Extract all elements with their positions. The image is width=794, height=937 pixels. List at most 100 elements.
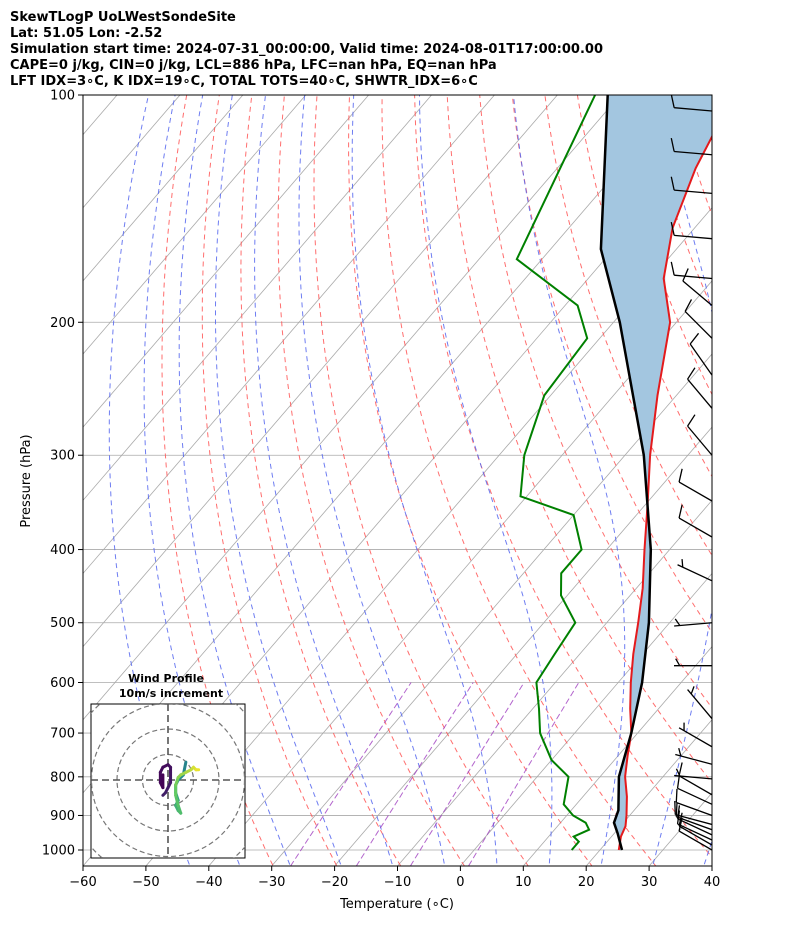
mixing-ratio-line	[467, 682, 580, 866]
y-tick-label: 700	[50, 727, 75, 742]
moist-adiabat	[419, 95, 553, 866]
barb-feather	[670, 95, 675, 108]
wind-barb	[687, 686, 712, 720]
dry-adiabat	[313, 95, 529, 866]
hodograph-ring	[91, 704, 245, 858]
y-tick-label: 1000	[42, 844, 75, 859]
mixing-ratio-line	[355, 682, 474, 866]
moist-adiabat	[351, 95, 498, 866]
index-text: LFT IDX=3∘C, K IDX=19∘C, TOTAL TOTS=40∘C…	[10, 74, 478, 89]
dry-adiabat	[348, 95, 593, 866]
y-tick-label: 800	[50, 770, 75, 785]
barb-shaft	[674, 622, 712, 627]
isotherm-line	[83, 95, 558, 648]
barb-feather	[670, 261, 675, 276]
isotherm-line	[83, 95, 433, 501]
barb-feather	[689, 332, 700, 345]
barb-feather	[687, 414, 696, 427]
barb-shaft	[677, 564, 712, 582]
barb-feather	[678, 747, 682, 757]
x-tick-label: −40	[195, 875, 222, 890]
wind-barb	[670, 221, 712, 240]
moist-adiabat	[215, 95, 342, 866]
barb-feather	[678, 817, 683, 832]
barb-feather	[681, 559, 684, 568]
barb-feather	[670, 221, 675, 236]
barb-shaft	[678, 727, 712, 748]
wind-barbs	[670, 95, 712, 851]
dry-adiabat	[576, 95, 712, 478]
isotherm-line	[585, 719, 712, 866]
dry-adiabat	[767, 78, 794, 881]
barb-feather	[684, 299, 693, 312]
barb-shaft	[687, 689, 712, 720]
chart-header: SkewTLogP UoLWestSondeSite Lat: 51.05 Lo…	[10, 10, 603, 89]
barb-feather	[676, 774, 681, 789]
moist-adiabat	[178, 95, 291, 866]
wind-barb	[678, 722, 712, 748]
barb-shaft	[682, 280, 712, 306]
dry-adiabat	[381, 95, 657, 866]
barb-shaft	[677, 787, 712, 805]
inset-subtitle: 10m/s increment	[119, 687, 223, 700]
inset-plot	[91, 704, 245, 858]
temperature-line	[617, 134, 712, 851]
wind-barb	[674, 768, 712, 780]
barb-feather	[675, 658, 681, 667]
wind-barb	[675, 788, 712, 817]
isotherm-line	[83, 95, 370, 428]
barb-shaft	[674, 234, 712, 240]
wind-barb	[674, 800, 712, 826]
barb-feather	[674, 618, 681, 626]
barb-feather	[678, 504, 683, 519]
isotherm-line	[145, 207, 712, 866]
y-tick-label: 900	[50, 809, 75, 824]
barb-shaft	[674, 274, 712, 280]
barb-shaft	[674, 107, 712, 112]
barb-shaft	[675, 753, 712, 765]
barb-feather	[676, 805, 681, 819]
moist-adiabat	[703, 839, 712, 866]
y-tick-label: 600	[50, 676, 75, 691]
dewpoint-line	[515, 95, 597, 851]
moist-adiabat	[298, 95, 446, 866]
wind-barb	[677, 559, 712, 582]
wind-barb	[674, 658, 712, 667]
barb-feather	[690, 686, 695, 695]
isotherm-line	[83, 95, 621, 721]
barb-feather	[687, 367, 696, 380]
barb-shaft	[674, 774, 712, 780]
x-tick-label: −60	[69, 875, 96, 890]
barb-shaft	[678, 775, 712, 796]
dry-adiabat	[201, 95, 338, 866]
moist-adiabat	[749, 95, 794, 881]
wind-barb	[684, 299, 712, 339]
hodograph-trace-upper	[161, 791, 167, 797]
barb-feather	[678, 812, 683, 827]
mixing-ratio-line	[290, 682, 412, 866]
y-tick-label: 100	[50, 89, 75, 104]
barb-feather	[678, 762, 683, 776]
y-tick-label: 200	[50, 316, 75, 331]
wind-barb	[687, 414, 712, 456]
isotherm-line	[83, 95, 307, 355]
isotherm-line	[522, 645, 712, 866]
wind-barb	[670, 261, 712, 280]
wind-barb	[682, 268, 712, 306]
barb-feather	[682, 268, 689, 282]
wind-barb	[678, 817, 712, 851]
x-tick-label: 20	[578, 875, 595, 890]
hodograph-trace	[174, 793, 180, 807]
cape-fill-area	[600, 95, 712, 850]
barb-shaft	[676, 816, 712, 831]
isotherm-line	[396, 499, 712, 866]
barb-feather	[670, 176, 675, 191]
parcel-line	[599, 95, 653, 851]
mixing-ratio-line	[409, 682, 525, 866]
x-tick-label: 30	[641, 875, 658, 890]
wind-barb	[676, 805, 712, 836]
wind-barb	[674, 618, 712, 627]
wind-barb	[689, 332, 712, 376]
profile-series	[515, 95, 712, 851]
x-tick-label: −30	[258, 875, 285, 890]
